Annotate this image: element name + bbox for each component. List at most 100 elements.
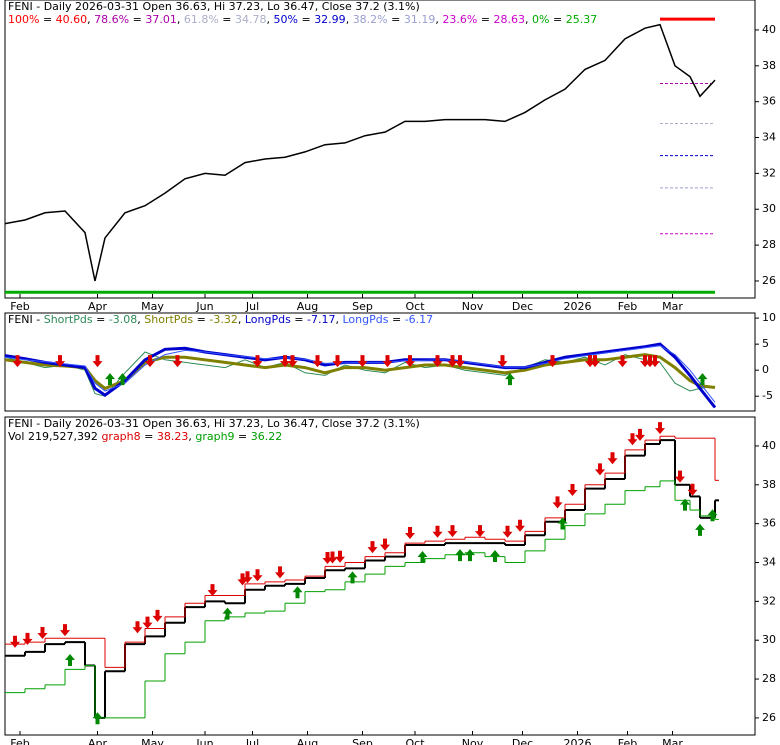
sell-arrow — [60, 624, 70, 637]
x-tick-label: Apr — [88, 737, 108, 745]
y-tick-label: 26 — [762, 274, 776, 287]
legend-separator: = — [235, 430, 251, 443]
legend-text: 0% — [532, 13, 549, 26]
legend-text: Vol 219,527,392 — [8, 430, 98, 443]
legend-separator: , — [346, 13, 353, 26]
legend-separator: = — [477, 13, 493, 26]
sell-arrow — [382, 355, 393, 368]
buy-arrow — [92, 712, 103, 725]
legend-text: ShortPds — [44, 313, 93, 326]
sell-arrow — [552, 496, 563, 509]
x-tick-label: Feb — [10, 737, 29, 745]
buy-arrow — [557, 517, 568, 530]
legend-separator: , — [525, 13, 532, 26]
y-tick-label: 28 — [762, 672, 776, 685]
sell-arrow — [332, 355, 343, 368]
buy-arrow — [697, 373, 708, 386]
sell-arrow — [675, 470, 685, 483]
sell-arrow — [627, 433, 638, 446]
x-tick-label: May — [141, 737, 164, 745]
sell-arrow — [502, 525, 513, 538]
sell-arrow — [275, 566, 285, 579]
sell-arrow — [655, 422, 665, 435]
x-tick-label: Sep — [352, 300, 373, 313]
legend-separator: = — [291, 313, 307, 326]
sell-arrow — [252, 355, 263, 368]
plot-frame — [4, 0, 756, 299]
y-tick-label: 38 — [762, 478, 776, 491]
legend-text: -7.17 — [307, 313, 335, 326]
sell-arrow — [152, 609, 163, 622]
y-tick-label: 36 — [762, 95, 776, 108]
sell-arrow — [12, 355, 23, 368]
x-tick-label: Jun — [195, 300, 213, 313]
sell-arrow — [447, 355, 458, 368]
legend-separator: , — [435, 13, 442, 26]
y-tick-label: 38 — [762, 59, 776, 72]
buy-arrow — [490, 550, 500, 563]
sell-arrow — [635, 428, 645, 441]
sell-arrow — [242, 571, 253, 584]
legend-separator: , — [267, 13, 274, 26]
sell-arrow — [432, 355, 443, 368]
sell-arrow — [432, 525, 443, 538]
x-tick-label: Feb — [618, 737, 637, 745]
legend-separator: = — [129, 13, 145, 26]
legend-separator: = — [388, 313, 404, 326]
buy-arrow — [117, 373, 128, 386]
sell-arrow — [172, 355, 183, 368]
legend-separator: , — [336, 313, 343, 326]
legend-text: 37.01 — [145, 13, 177, 26]
legend-separator: , — [188, 430, 195, 443]
legend-text: 34.78 — [235, 13, 267, 26]
legend-text: graph8 — [101, 430, 140, 443]
legend-separator: = — [193, 313, 209, 326]
sell-arrow — [145, 355, 155, 368]
x-tick-label: Feb — [618, 300, 637, 313]
sell-arrow — [280, 355, 290, 368]
legend-text: 50% — [274, 13, 298, 26]
sell-arrow — [207, 584, 218, 597]
sell-arrow — [405, 527, 415, 540]
legend-separator: , — [137, 313, 144, 326]
sell-arrow — [237, 573, 248, 586]
x-tick-label: 2026 — [564, 300, 592, 313]
legend-separator: = — [298, 13, 314, 26]
buy-arrow — [65, 653, 75, 666]
legend-separator: , — [238, 313, 245, 326]
legend-text: FENI - Daily 2026-03-31 Open 36.63, Hi 3… — [8, 417, 420, 430]
x-tick-label: Jul — [245, 300, 259, 313]
legend: 100% = 40.60, 78.6% = 37.01, 61.8% = 34.… — [8, 13, 597, 26]
x-tick-label: Oct — [405, 300, 425, 313]
sell-arrow — [455, 355, 465, 368]
buy-arrow — [105, 373, 115, 386]
sell-arrow — [322, 552, 333, 565]
x-tick-label: Apr — [88, 300, 108, 313]
legend-text: graph9 — [195, 430, 234, 443]
x-tick-label: Mar — [662, 300, 683, 313]
x-tick-label: Sep — [352, 737, 373, 745]
legend: Vol 219,527,392 graph8 = 38.23, graph9 =… — [8, 430, 282, 443]
sell-arrow — [252, 569, 263, 582]
sell-arrow — [37, 627, 48, 640]
buy-arrow — [292, 586, 303, 599]
series-line — [4, 23, 716, 282]
legend-text: 38.23 — [157, 430, 189, 443]
y-tick-label: 10 — [762, 311, 776, 324]
sell-arrow — [687, 483, 698, 496]
legend-text: 40.60 — [56, 13, 88, 26]
x-tick-label: Mar — [662, 737, 683, 745]
y-tick-label: 32 — [762, 594, 776, 607]
buy-arrow — [417, 551, 428, 564]
legend-text: FENI - — [8, 313, 40, 326]
legend-text: 78.6% — [94, 13, 129, 26]
y-tick-label: 0 — [762, 363, 769, 376]
legend-separator: = — [39, 13, 55, 26]
y-tick-label: 32 — [762, 166, 776, 179]
y-tick-label: 28 — [762, 238, 776, 251]
legend-text: 25.37 — [566, 13, 598, 26]
legend-text: FENI - Daily 2026-03-31 Open 36.63, Hi 3… — [8, 0, 420, 13]
sell-arrow — [132, 621, 143, 634]
y-tick-label: -5 — [762, 389, 773, 402]
